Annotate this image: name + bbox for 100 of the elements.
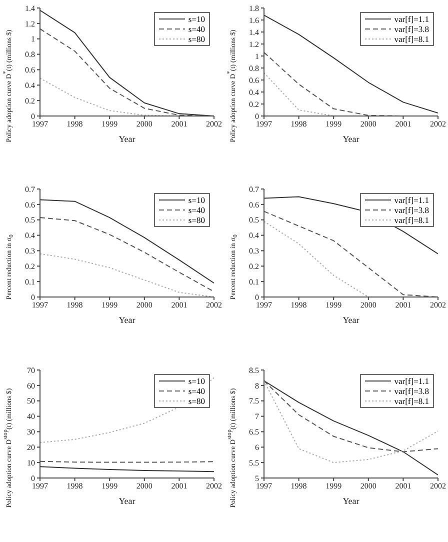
legend-label: var[f]=8.1 <box>394 34 429 44</box>
y-tick-label: 0.4 <box>25 231 35 240</box>
y-tick-label: 1.6 <box>249 16 259 25</box>
x-tick-label: 1998 <box>66 482 83 491</box>
legend-label: s=40 <box>188 24 205 34</box>
y-tick-label: 1.4 <box>25 4 35 13</box>
line-series <box>40 217 214 292</box>
y-tick-label: 0.5 <box>249 216 259 225</box>
y-tick-label: 8.5 <box>249 366 259 375</box>
legend-label: var[f]=1.1 <box>394 14 429 24</box>
x-axis-title: Year <box>118 134 136 144</box>
x-tick-label: 1997 <box>32 300 48 310</box>
x-tick-label: 1999 <box>326 300 342 310</box>
x-tick-label: 1997 <box>256 482 272 491</box>
y-tick-label: 7.5 <box>249 396 259 406</box>
y-tick-label: 0.4 <box>249 88 259 97</box>
y-tick-label: 60 <box>27 381 35 390</box>
x-tick-label: 2000 <box>360 300 376 310</box>
y-tick-label: 1.4 <box>249 28 259 37</box>
x-tick-label: 2000 <box>136 482 152 491</box>
x-tick-label: 2000 <box>136 300 152 310</box>
y-tick-label: 30 <box>27 428 35 437</box>
legend-label: s=80 <box>188 34 205 44</box>
legend-label: var[f]=3.8 <box>394 386 429 396</box>
x-tick-label: 1998 <box>66 300 83 310</box>
x-tick-label: 1997 <box>256 120 272 129</box>
y-tick-label: 0.2 <box>25 96 35 106</box>
y-tick-label: 40 <box>27 412 35 422</box>
y-tick-label: 0.1 <box>25 277 35 286</box>
y-tick-label: 0.7 <box>249 184 259 194</box>
legend-label: s=10 <box>188 195 205 205</box>
x-axis-title: Year <box>118 315 136 325</box>
x-tick-label: 2002 <box>430 120 446 129</box>
x-tick-label: 2001 <box>171 482 188 491</box>
x-tick-label: 2001 <box>171 300 188 310</box>
y-tick-label: 5 <box>255 474 259 483</box>
x-tick-label: 2000 <box>360 482 376 491</box>
y-tick-label: 20 <box>27 442 35 452</box>
x-tick-label: 1999 <box>326 482 342 491</box>
y-tick-label: 0.3 <box>249 246 259 256</box>
x-tick-label: 1997 <box>32 120 48 129</box>
y-tick-label: 0 <box>31 292 35 302</box>
legend-label: s=80 <box>188 215 205 225</box>
y-tick-label: 0.8 <box>25 50 35 60</box>
line-series <box>40 377 214 444</box>
y-tick-label: 1 <box>255 52 259 61</box>
x-tick-label: 1998 <box>66 120 83 129</box>
y-tick-label: 0 <box>255 112 259 121</box>
x-tick-label: 2002 <box>430 482 446 491</box>
y-tick-label: 50 <box>27 396 35 406</box>
x-axis-title: Year <box>342 496 360 506</box>
y-tick-label: 0 <box>31 474 35 483</box>
y-tick-label: 7 <box>255 412 259 422</box>
y-tick-label: 0.8 <box>249 64 259 73</box>
legend-label: var[f]=1.1 <box>394 376 429 386</box>
legend-label: var[f]=8.1 <box>394 396 429 406</box>
legend-label: s=10 <box>188 14 205 24</box>
x-tick-label: 2002 <box>206 482 222 491</box>
y-tick-label: 6.5 <box>249 428 259 437</box>
y-tick-label: 0.2 <box>249 262 259 271</box>
y-tick-label: 0.4 <box>249 231 259 240</box>
line-series <box>264 14 438 114</box>
y-tick-label: 1 <box>31 34 35 44</box>
legend-label: var[f]=3.8 <box>394 24 429 34</box>
x-tick-label: 2002 <box>206 120 222 129</box>
y-tick-label: 0.7 <box>25 184 35 194</box>
legend-label: s=10 <box>188 376 205 386</box>
y-tick-label: 0.2 <box>249 100 259 109</box>
y-tick-label: 1.8 <box>249 4 259 13</box>
legend-label: var[f]=1.1 <box>394 195 429 205</box>
y-tick-label: 5.5 <box>249 458 259 468</box>
x-tick-label: 2002 <box>206 300 222 310</box>
x-tick-label: 1998 <box>290 120 307 129</box>
y-tick-label: 1.2 <box>249 40 259 49</box>
x-tick-label: 1999 <box>102 482 118 491</box>
y-tick-label: 6 <box>255 442 259 452</box>
x-tick-label: 1997 <box>256 300 272 310</box>
y-tick-label: 0.6 <box>249 200 259 210</box>
legend-label: s=40 <box>188 205 205 215</box>
y-tick-label: 0 <box>31 112 35 121</box>
x-axis-title: Year <box>342 315 360 325</box>
y-tick-label: 10 <box>27 458 35 468</box>
x-tick-label: 1998 <box>290 482 307 491</box>
y-tick-label: 0.5 <box>25 216 35 225</box>
legend-label: s=40 <box>188 386 205 396</box>
x-tick-label: 2000 <box>360 120 376 129</box>
x-tick-label: 2001 <box>171 120 188 129</box>
legend-label: s=80 <box>188 396 205 406</box>
y-tick-label: 0.6 <box>249 76 259 85</box>
y-tick-label: 1.2 <box>25 19 35 28</box>
y-tick-label: 8 <box>255 381 259 390</box>
x-tick-label: 2001 <box>395 482 412 491</box>
y-tick-label: 0.3 <box>25 246 35 256</box>
x-tick-label: 1999 <box>102 120 118 129</box>
x-tick-label: 1999 <box>102 300 118 310</box>
x-tick-label: 2000 <box>136 120 152 129</box>
y-tick-label: 0.6 <box>25 200 35 210</box>
legend-label: var[f]=3.8 <box>394 205 429 215</box>
y-tick-label: 0.4 <box>25 80 35 90</box>
y-tick-label: 0.2 <box>25 262 35 271</box>
